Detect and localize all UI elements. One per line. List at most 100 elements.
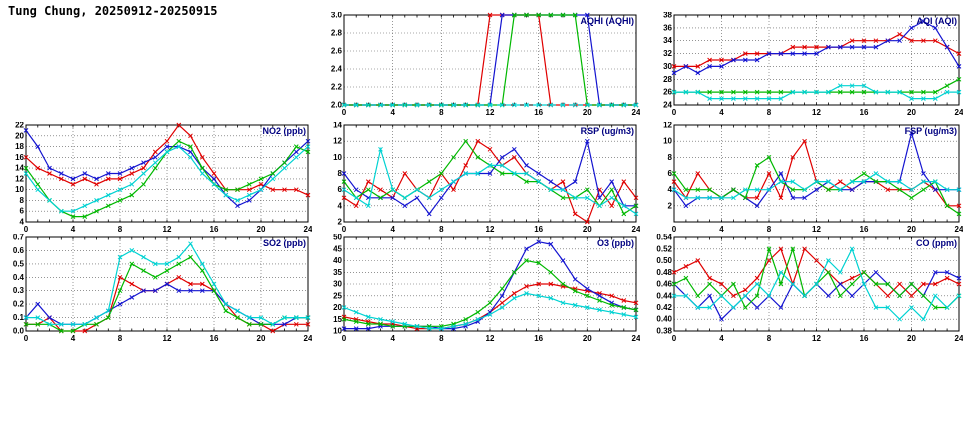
svg-text:20: 20 [583, 334, 592, 343]
svg-text:45: 45 [333, 244, 342, 253]
svg-text:AQI (AQI): AQI (AQI) [917, 16, 958, 26]
svg-text:0.6: 0.6 [13, 246, 25, 255]
svg-text:12: 12 [163, 225, 172, 234]
chart-no2: 4 6 8 10 12 14 16 18 20 22 0 4 8 12 16 20 24 NO2 (ppb) [0, 121, 313, 235]
svg-text:FSP (ug/m3): FSP (ug/m3) [905, 126, 957, 136]
svg-text:50: 50 [333, 234, 342, 242]
svg-text:0.2: 0.2 [13, 300, 25, 309]
svg-text:36: 36 [663, 23, 672, 32]
svg-text:24: 24 [632, 225, 640, 234]
chart-aqhi: 2.0 2.2 2.4 2.6 2.8 3.0 0 4 8 12 16 20 24 AQHI (AQHI) [318, 11, 641, 118]
svg-text:16: 16 [860, 334, 869, 343]
svg-text:20: 20 [257, 225, 266, 234]
svg-text:CO (ppm): CO (ppm) [916, 238, 957, 248]
chart-svg-aqhi: 2.0 2.2 2.4 2.6 2.8 3.0 0 4 8 12 16 20 24 AQHI (AQHI) [331, 11, 641, 118]
chart-rsp: 2 4 6 8 10 12 14 0 4 8 12 16 20 24 RSP (ug/m3) [318, 121, 641, 235]
svg-text:20: 20 [15, 131, 24, 140]
svg-text:25: 25 [333, 291, 342, 300]
svg-text:18: 18 [15, 142, 24, 151]
svg-text:O3 (ppb): O3 (ppb) [597, 238, 634, 248]
chart-svg-o3: 10 15 20 25 30 35 40 45 50 0 4 8 12 16 20 24 O3 (ppb) [333, 233, 641, 344]
svg-text:8: 8 [767, 108, 772, 117]
svg-text:8: 8 [767, 225, 772, 234]
svg-text:4: 4 [390, 334, 395, 343]
svg-text:38: 38 [663, 12, 672, 20]
svg-text:NO2 (ppb): NO2 (ppb) [263, 126, 307, 136]
svg-text:24: 24 [304, 225, 312, 234]
svg-text:0.46: 0.46 [656, 280, 672, 289]
svg-text:0.1: 0.1 [13, 313, 25, 322]
svg-text:4: 4 [390, 225, 395, 234]
svg-text:12: 12 [812, 108, 821, 117]
chart-co: 0.38 0.40 0.42 0.44 0.46 0.48 0.50 0.52 0.54 0 4 8 1… [648, 233, 964, 344]
svg-text:8: 8 [118, 334, 123, 343]
svg-text:6: 6 [338, 185, 343, 194]
svg-text:SO2 (ppb): SO2 (ppb) [263, 238, 306, 248]
svg-text:10: 10 [663, 137, 672, 146]
svg-text:20: 20 [257, 334, 266, 343]
svg-text:4: 4 [719, 334, 724, 343]
chart-o3: 10 15 20 25 30 35 40 45 50 0 4 8 12 16 20 24 O3 (ppb) [318, 233, 641, 344]
svg-text:4: 4 [71, 334, 76, 343]
svg-text:6: 6 [20, 207, 25, 216]
svg-text:8: 8 [439, 108, 444, 117]
svg-text:26: 26 [663, 88, 672, 97]
svg-text:0: 0 [672, 108, 677, 117]
svg-text:16: 16 [210, 225, 219, 234]
svg-text:10: 10 [333, 327, 342, 336]
svg-text:0: 0 [24, 225, 29, 234]
svg-text:4: 4 [668, 185, 673, 194]
svg-text:12: 12 [486, 225, 495, 234]
svg-text:24: 24 [632, 108, 640, 117]
svg-text:0: 0 [342, 108, 347, 117]
svg-text:12: 12 [812, 334, 821, 343]
svg-text:22: 22 [15, 122, 24, 130]
svg-text:16: 16 [15, 153, 24, 162]
svg-text:0: 0 [342, 225, 347, 234]
svg-text:20: 20 [907, 108, 916, 117]
svg-text:4: 4 [71, 225, 76, 234]
svg-text:24: 24 [304, 334, 312, 343]
svg-text:8: 8 [439, 225, 444, 234]
svg-text:2: 2 [338, 218, 343, 227]
svg-text:12: 12 [663, 122, 672, 130]
svg-text:12: 12 [15, 174, 24, 183]
svg-text:8: 8 [668, 153, 673, 162]
svg-text:12: 12 [812, 225, 821, 234]
svg-text:35: 35 [333, 268, 342, 277]
svg-text:0.44: 0.44 [656, 291, 672, 300]
svg-text:16: 16 [534, 108, 543, 117]
chart-svg-aqi: 24 26 28 30 32 34 36 38 0 4 8 12 16 20 24 AQI (AQI) [663, 11, 964, 118]
svg-text:AQHI (AQHI): AQHI (AQHI) [581, 16, 635, 26]
svg-text:15: 15 [333, 315, 342, 324]
svg-text:2.6: 2.6 [331, 47, 343, 56]
svg-text:16: 16 [860, 225, 869, 234]
svg-text:2: 2 [668, 201, 673, 210]
chart-svg-so2: 0.0 0.1 0.2 0.3 0.4 0.5 0.6 0.7 0 4 8 12 16 20 24 SO2 (… [13, 233, 313, 344]
svg-text:6: 6 [668, 169, 673, 178]
svg-text:4: 4 [390, 108, 395, 117]
svg-text:12: 12 [486, 334, 495, 343]
svg-text:0.54: 0.54 [656, 234, 672, 242]
svg-text:16: 16 [860, 108, 869, 117]
svg-text:0.0: 0.0 [13, 327, 25, 336]
svg-text:10: 10 [15, 185, 24, 194]
svg-text:2.8: 2.8 [331, 29, 343, 38]
svg-text:8: 8 [338, 169, 343, 178]
svg-text:24: 24 [955, 108, 963, 117]
svg-text:0.52: 0.52 [656, 244, 672, 253]
svg-text:0.5: 0.5 [13, 259, 25, 268]
svg-text:20: 20 [907, 334, 916, 343]
svg-text:34: 34 [663, 36, 672, 45]
svg-text:20: 20 [907, 225, 916, 234]
svg-text:32: 32 [663, 49, 672, 58]
svg-text:4: 4 [20, 218, 25, 227]
svg-text:16: 16 [534, 225, 543, 234]
svg-text:2.0: 2.0 [331, 101, 343, 110]
svg-text:24: 24 [663, 101, 672, 110]
svg-text:8: 8 [118, 225, 123, 234]
chart-so2: 0.0 0.1 0.2 0.3 0.4 0.5 0.6 0.7 0 4 8 12 16 20 24 SO2 (… [0, 233, 313, 344]
svg-text:24: 24 [632, 334, 640, 343]
